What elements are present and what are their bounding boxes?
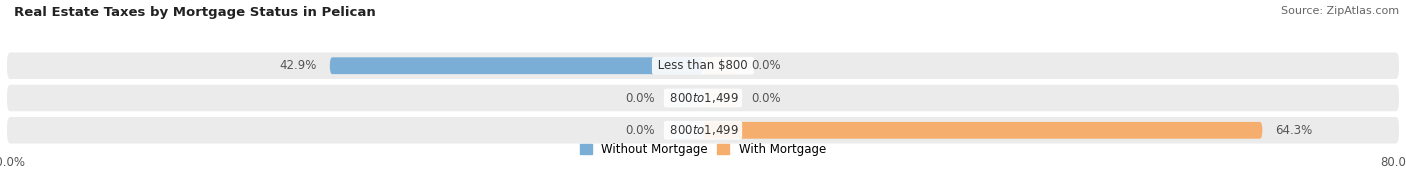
FancyBboxPatch shape bbox=[703, 90, 738, 106]
Text: Less than $800: Less than $800 bbox=[654, 59, 752, 72]
FancyBboxPatch shape bbox=[668, 90, 703, 106]
Text: 0.0%: 0.0% bbox=[626, 92, 655, 104]
Text: Real Estate Taxes by Mortgage Status in Pelican: Real Estate Taxes by Mortgage Status in … bbox=[14, 6, 375, 19]
FancyBboxPatch shape bbox=[7, 85, 1399, 111]
Text: $800 to $1,499: $800 to $1,499 bbox=[666, 123, 740, 137]
FancyBboxPatch shape bbox=[7, 53, 1399, 79]
FancyBboxPatch shape bbox=[668, 122, 703, 139]
Text: Source: ZipAtlas.com: Source: ZipAtlas.com bbox=[1281, 6, 1399, 16]
Legend: Without Mortgage, With Mortgage: Without Mortgage, With Mortgage bbox=[581, 143, 825, 156]
Text: 42.9%: 42.9% bbox=[280, 59, 316, 72]
FancyBboxPatch shape bbox=[330, 57, 703, 74]
Text: $800 to $1,499: $800 to $1,499 bbox=[666, 91, 740, 105]
Text: 0.0%: 0.0% bbox=[751, 59, 780, 72]
Text: 0.0%: 0.0% bbox=[626, 124, 655, 137]
Text: 64.3%: 64.3% bbox=[1275, 124, 1313, 137]
FancyBboxPatch shape bbox=[703, 122, 1263, 139]
FancyBboxPatch shape bbox=[703, 57, 738, 74]
FancyBboxPatch shape bbox=[7, 117, 1399, 143]
Text: 0.0%: 0.0% bbox=[751, 92, 780, 104]
